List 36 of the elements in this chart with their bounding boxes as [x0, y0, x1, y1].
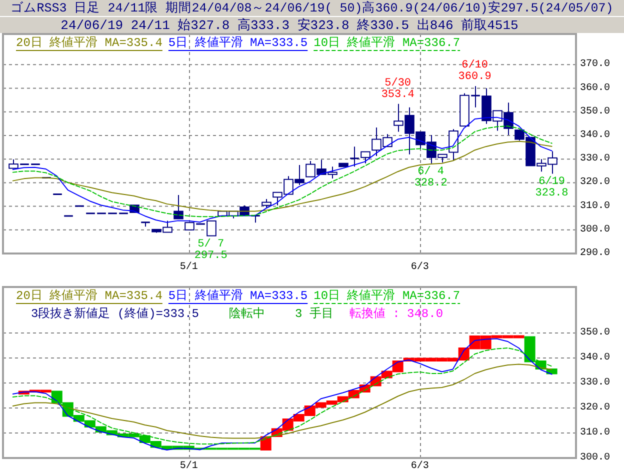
y-tick-label: 290.0: [580, 248, 610, 259]
y-tick-label: 310.0: [580, 428, 610, 438]
y-tick-label: 300.0: [580, 224, 610, 236]
y-tick-label: 310.0: [580, 200, 610, 212]
text: 5日 終値平滑 MA=333.5: [168, 289, 308, 303]
text: 10日 終値平滑 MA=336.7: [314, 36, 460, 50]
text: 20日 終値平滑 MA=335.4: [16, 289, 162, 303]
x-tick-label: 6/3: [410, 460, 429, 472]
y-tick-label: 370.0: [580, 59, 610, 70]
annotation: 陰転中: [229, 307, 266, 321]
y-tick-label: 320.0: [580, 177, 610, 188]
x-tick-label: 5/1: [180, 261, 198, 273]
annotation: 3 手目: [295, 306, 334, 321]
x-tick-label: 5/1: [180, 460, 198, 472]
y-tick-label: 300.0: [580, 452, 610, 464]
annotation: 5/ 7 297.5: [194, 238, 228, 262]
text: 5日 終値平滑 MA=333.5: [168, 36, 308, 50]
y-tick-label: 340.0: [580, 130, 610, 141]
annotation: 6/10 360.9: [458, 60, 492, 84]
y-tick-label: 360.0: [580, 82, 610, 94]
chart-title: ゴムRSS3 日足 24/11限 期間24/04/08～24/06/19( 50)高360.9(24/06/10)安297.5(24/05/07): [10, 0, 614, 16]
y-tick-label: 330.0: [580, 378, 610, 388]
annotation: 5/30 353.4: [381, 77, 415, 101]
y-tick-label: 350.0: [580, 328, 610, 338]
annotation: 転換値 : 348.0: [349, 307, 444, 321]
annotation: 6/ 4 328.2: [414, 166, 448, 190]
y-tick-label: 340.0: [580, 352, 610, 364]
x-tick-label: 6/3: [410, 261, 429, 273]
text: 20日 終値平滑 MA=335.4: [16, 36, 162, 50]
y-tick-label: 350.0: [580, 106, 610, 118]
y-tick-label: 320.0: [580, 402, 610, 414]
annotation: 3段抜き新値足 (終値)=333.5: [31, 306, 200, 321]
y-tick-label: 330.0: [580, 154, 610, 165]
text: 10日 終値平滑 MA=336.7: [314, 289, 460, 303]
chart-subtitle: 24/06/19 24/11 始327.8 高333.3 安323.8 終330.5 出846 前取4515: [60, 17, 518, 33]
annotation: 6/19 323.8: [535, 176, 568, 200]
